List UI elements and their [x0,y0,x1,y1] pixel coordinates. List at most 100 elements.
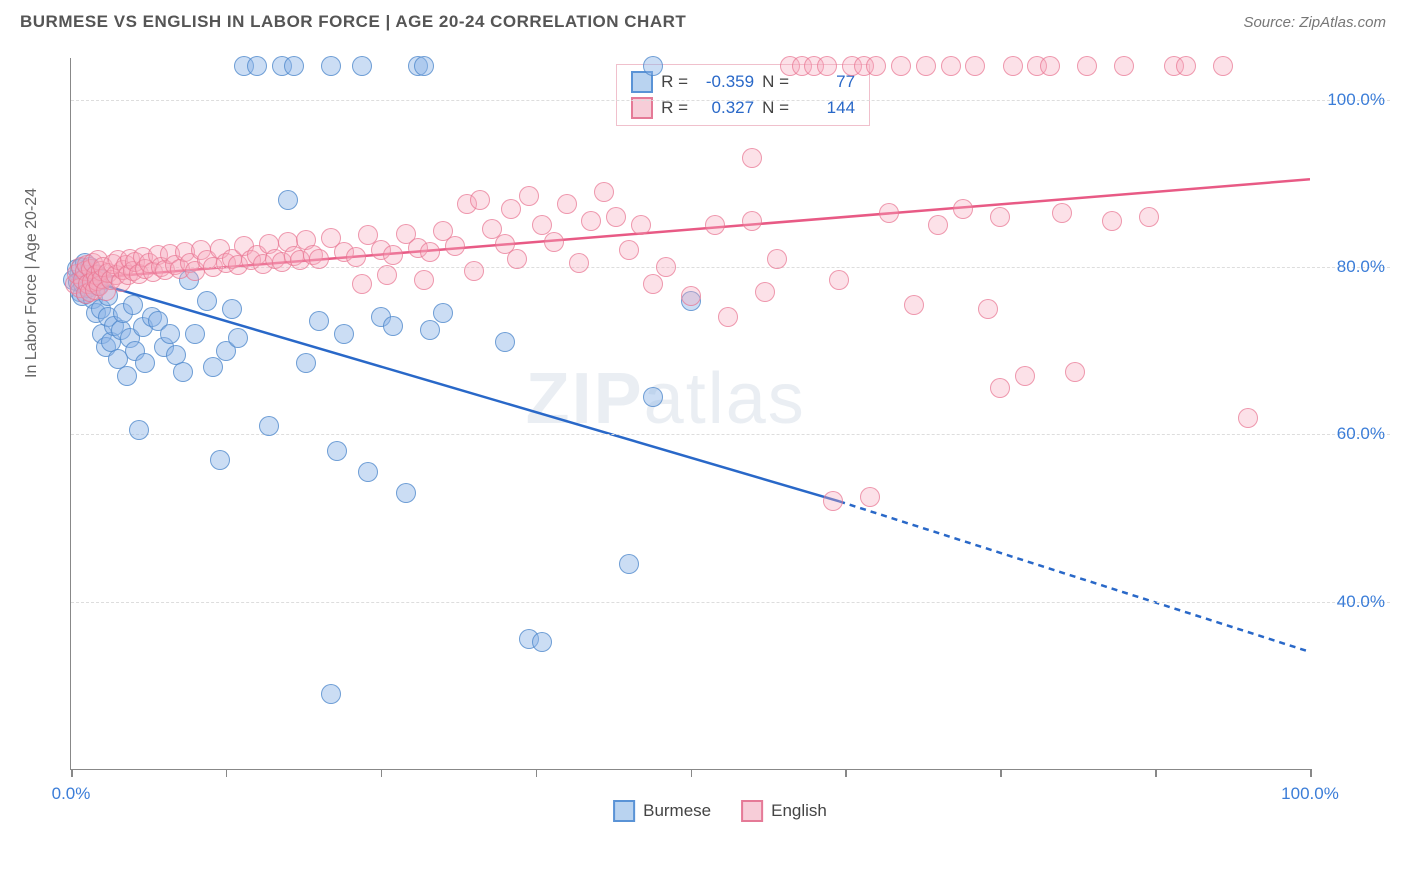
plot-area: ZIPatlas R =-0.359N =77R =0.327N =144 40… [70,58,1310,770]
scatter-point [352,56,372,76]
x-tick [536,769,538,777]
scatter-point [916,56,936,76]
scatter-point [519,186,539,206]
scatter-point [278,190,298,210]
scatter-point [495,332,515,352]
scatter-point [1015,366,1035,386]
x-tick [381,769,383,777]
scatter-point [296,353,316,373]
scatter-point [990,207,1010,227]
stats-r-label: R = [661,72,688,92]
scatter-point [327,441,347,461]
scatter-point [1065,362,1085,382]
scatter-point [1052,203,1072,223]
scatter-point [817,56,837,76]
scatter-point [377,265,397,285]
x-tick [845,769,847,777]
scatter-point [643,56,663,76]
scatter-point [990,378,1010,398]
scatter-point [383,316,403,336]
scatter-point [1213,56,1233,76]
scatter-point [891,56,911,76]
scatter-point [414,270,434,290]
scatter-point [1102,211,1122,231]
scatter-point [860,487,880,507]
x-tick [226,769,228,777]
scatter-point [420,242,440,262]
scatter-point [742,211,762,231]
scatter-point [420,320,440,340]
bottom-legend: Burmese English [613,800,827,822]
scatter-point [1114,56,1134,76]
x-tick [1310,769,1312,777]
scatter-point [1176,56,1196,76]
scatter-point [866,56,886,76]
scatter-point [321,56,341,76]
scatter-point [631,215,651,235]
stats-n-value: 144 [797,98,855,118]
watermark: ZIPatlas [526,358,806,440]
x-tick [1000,769,1002,777]
scatter-point [879,203,899,223]
scatter-point [532,632,552,652]
scatter-point [1077,56,1097,76]
scatter-point [160,324,180,344]
scatter-point [928,215,948,235]
scatter-point [197,291,217,311]
scatter-point [581,211,601,231]
stats-r-label: R = [661,98,688,118]
scatter-point [433,303,453,323]
scatter-point [210,450,230,470]
chart-title: BURMESE VS ENGLISH IN LABOR FORCE | AGE … [20,12,686,32]
legend-swatch [741,800,763,822]
scatter-point [569,253,589,273]
scatter-point [135,353,155,373]
stats-r-value: -0.359 [696,72,754,92]
scatter-point [123,295,143,315]
scatter-point [358,462,378,482]
scatter-point [904,295,924,315]
scatter-point [309,311,329,331]
scatter-point [718,307,738,327]
scatter-point [755,282,775,302]
scatter-point [346,247,366,267]
scatter-point [1139,207,1159,227]
scatter-point [1238,408,1258,428]
scatter-point [383,245,403,265]
scatter-point [507,249,527,269]
legend-swatch [613,800,635,822]
legend-label: English [771,801,827,821]
scatter-point [643,387,663,407]
y-tick-label: 40.0% [1337,592,1385,612]
scatter-point [396,483,416,503]
y-axis-label: In Labor Force | Age 20-24 [23,188,41,378]
scatter-point [414,56,434,76]
scatter-point [203,357,223,377]
scatter-point [829,270,849,290]
x-tick [691,769,693,777]
scatter-point [594,182,614,202]
legend-item: Burmese [613,800,711,822]
scatter-point [823,491,843,511]
scatter-point [247,56,267,76]
scatter-point [352,274,372,294]
y-tick-label: 60.0% [1337,424,1385,444]
x-tick [71,769,73,777]
scatter-point [334,324,354,344]
scatter-point [173,362,193,382]
scatter-point [445,236,465,256]
scatter-point [742,148,762,168]
scatter-point [321,684,341,704]
x-tick-label: 0.0% [52,784,91,804]
scatter-point [309,249,329,269]
legend-item: English [741,800,827,822]
scatter-point [222,299,242,319]
scatter-point [284,56,304,76]
scatter-point [544,232,564,252]
legend-label: Burmese [643,801,711,821]
trend-lines [71,58,1310,769]
scatter-point [1040,56,1060,76]
scatter-point [185,324,205,344]
scatter-point [681,286,701,306]
scatter-point [1003,56,1023,76]
